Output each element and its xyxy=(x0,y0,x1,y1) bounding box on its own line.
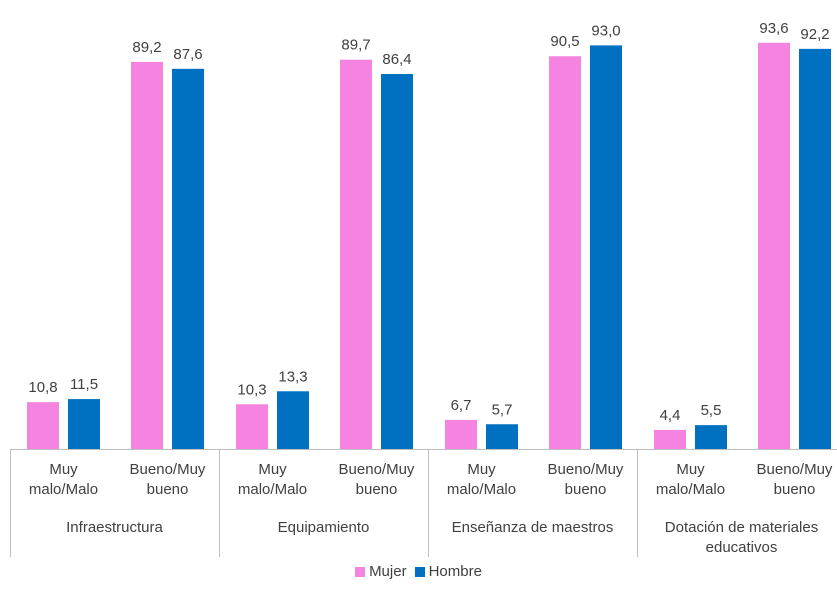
bar-hombre-2-1 xyxy=(590,45,622,449)
data-label-mujer-1-0: 10,3 xyxy=(237,381,266,398)
data-label-hombre-1-1: 86,4 xyxy=(382,51,411,68)
bar-hombre-2-0 xyxy=(486,424,518,449)
category-label-0-1-1: bueno xyxy=(147,481,189,498)
bar-mujer-0-1 xyxy=(131,61,163,449)
legend-label-hombre: Hombre xyxy=(428,563,482,580)
category-label-3-0-0: Muy xyxy=(676,461,705,478)
category-label-1-1-1: bueno xyxy=(356,481,398,498)
legend-swatch-hombre xyxy=(414,566,425,577)
data-label-hombre-1-0: 13,3 xyxy=(278,368,307,385)
data-label-hombre-2-0: 5,7 xyxy=(492,401,513,418)
legend-swatch-mujer xyxy=(355,566,366,577)
group-label-3-1: educativos xyxy=(706,539,778,556)
bar-mujer-1-0 xyxy=(236,404,268,449)
group-label-3-0: Dotación de materiales xyxy=(665,519,818,536)
data-label-mujer-2-0: 6,7 xyxy=(451,397,472,414)
category-axis: Muy malo/Malo Bueno/Muy bueno Infraestructur… xyxy=(10,449,837,557)
data-label-hombre-0-1: 87,6 xyxy=(173,46,202,63)
legend-item-hombre: Hombre xyxy=(414,563,482,580)
data-label-hombre-2-1: 93,0 xyxy=(591,22,620,39)
category-label-3-0-1: malo/Malo xyxy=(656,481,725,498)
group-label-0-0: Infraestructura xyxy=(66,519,163,536)
category-label-2-0-1: malo/Malo xyxy=(447,481,516,498)
data-label-mujer-3-0: 4,4 xyxy=(660,407,681,424)
data-label-hombre-3-0: 5,5 xyxy=(701,402,722,419)
legend: Mujer Hombre xyxy=(0,563,837,580)
bar-hombre-3-0 xyxy=(695,425,727,449)
bar-hombre-3-1 xyxy=(799,48,831,450)
category-label-3-1-1: bueno xyxy=(774,481,816,498)
category-label-3-1-0: Bueno/Muy xyxy=(757,461,833,478)
category-label-1-1-0: Bueno/Muy xyxy=(339,461,415,478)
group-label-2-0: Enseñanza de maestros xyxy=(452,519,614,536)
bar-hombre-0-0 xyxy=(68,399,100,449)
category-label-0-1-0: Bueno/Muy xyxy=(130,461,206,478)
bars-layer xyxy=(27,42,831,450)
data-label-mujer-0-1: 89,2 xyxy=(132,39,161,56)
group-label-1-0: Equipamiento xyxy=(278,519,370,536)
legend-item-mujer: Mujer xyxy=(355,563,407,580)
legend-label-mujer: Mujer xyxy=(369,563,407,580)
category-label-2-1-0: Bueno/Muy xyxy=(548,461,624,478)
bar-chart: 10,8 11,5 89,2 87,6 10,3 13,3 89,7 86,4 6,7 5,7 90… xyxy=(10,20,837,557)
data-label-hombre-0-0: 11,5 xyxy=(70,376,98,393)
category-label-2-0-0: Muy xyxy=(467,461,496,478)
data-label-hombre-3-1: 92,2 xyxy=(800,26,829,43)
data-label-mujer-1-1: 89,7 xyxy=(341,37,370,54)
bar-mujer-2-0 xyxy=(445,419,477,449)
bar-hombre-0-1 xyxy=(172,68,204,449)
value-labels-layer: 10,8 11,5 89,2 87,6 10,3 13,3 89,7 86,4 6,7 5,7 90… xyxy=(28,20,829,424)
bar-mujer-0-0 xyxy=(27,402,59,449)
bar-mujer-3-0 xyxy=(654,429,686,449)
bar-mujer-1-1 xyxy=(340,59,372,450)
data-label-mujer-3-1: 93,6 xyxy=(759,20,788,37)
bar-mujer-3-1 xyxy=(758,42,790,449)
data-label-mujer-2-1: 90,5 xyxy=(550,33,579,50)
bar-hombre-1-0 xyxy=(277,391,309,449)
bar-hombre-1-1 xyxy=(381,74,413,450)
category-label-0-0-1: malo/Malo xyxy=(29,481,98,498)
category-label-0-0-0: Muy xyxy=(49,461,78,478)
category-label-1-0-1: malo/Malo xyxy=(238,481,307,498)
category-label-2-1-1: bueno xyxy=(565,481,607,498)
category-label-1-0-0: Muy xyxy=(258,461,287,478)
data-label-mujer-0-0: 10,8 xyxy=(28,379,57,396)
bar-mujer-2-1 xyxy=(549,56,581,449)
